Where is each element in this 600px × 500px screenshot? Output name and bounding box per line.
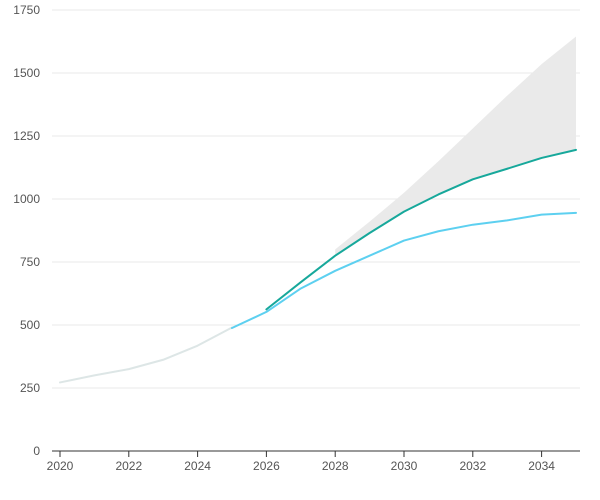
y-tick-label: 750 — [20, 255, 40, 269]
y-tick-label: 1250 — [13, 129, 40, 143]
x-tick-label: 2028 — [322, 459, 349, 473]
x-tick-label: 2032 — [459, 459, 486, 473]
y-tick-label: 500 — [20, 318, 40, 332]
x-tick-label: 2034 — [528, 459, 555, 473]
grid-lines — [52, 9, 580, 389]
axes: 0 250 500 750 1000 1250 1500 1750 2020 2022 2024 20… — [13, 3, 580, 473]
y-tick-label: 250 — [20, 381, 40, 395]
x-tick-label: 2024 — [184, 459, 211, 473]
x-tick-label: 2030 — [391, 459, 418, 473]
forecast-low-line — [231, 211, 577, 330]
y-tick-label: 1500 — [13, 66, 40, 80]
range-band-layer — [335, 36, 576, 256]
y-tick-label: 0 — [33, 444, 40, 458]
y-tick-label: 1000 — [13, 192, 40, 206]
series-layer — [59, 148, 577, 384]
historical-line — [59, 326, 233, 384]
forecast-range-band — [335, 36, 576, 256]
y-tick-label: 1750 — [13, 3, 40, 17]
x-tick-label: 2022 — [115, 459, 142, 473]
x-tick-label: 2020 — [47, 459, 74, 473]
x-tick-label: 2026 — [253, 459, 280, 473]
forecast-high-line — [265, 148, 577, 311]
